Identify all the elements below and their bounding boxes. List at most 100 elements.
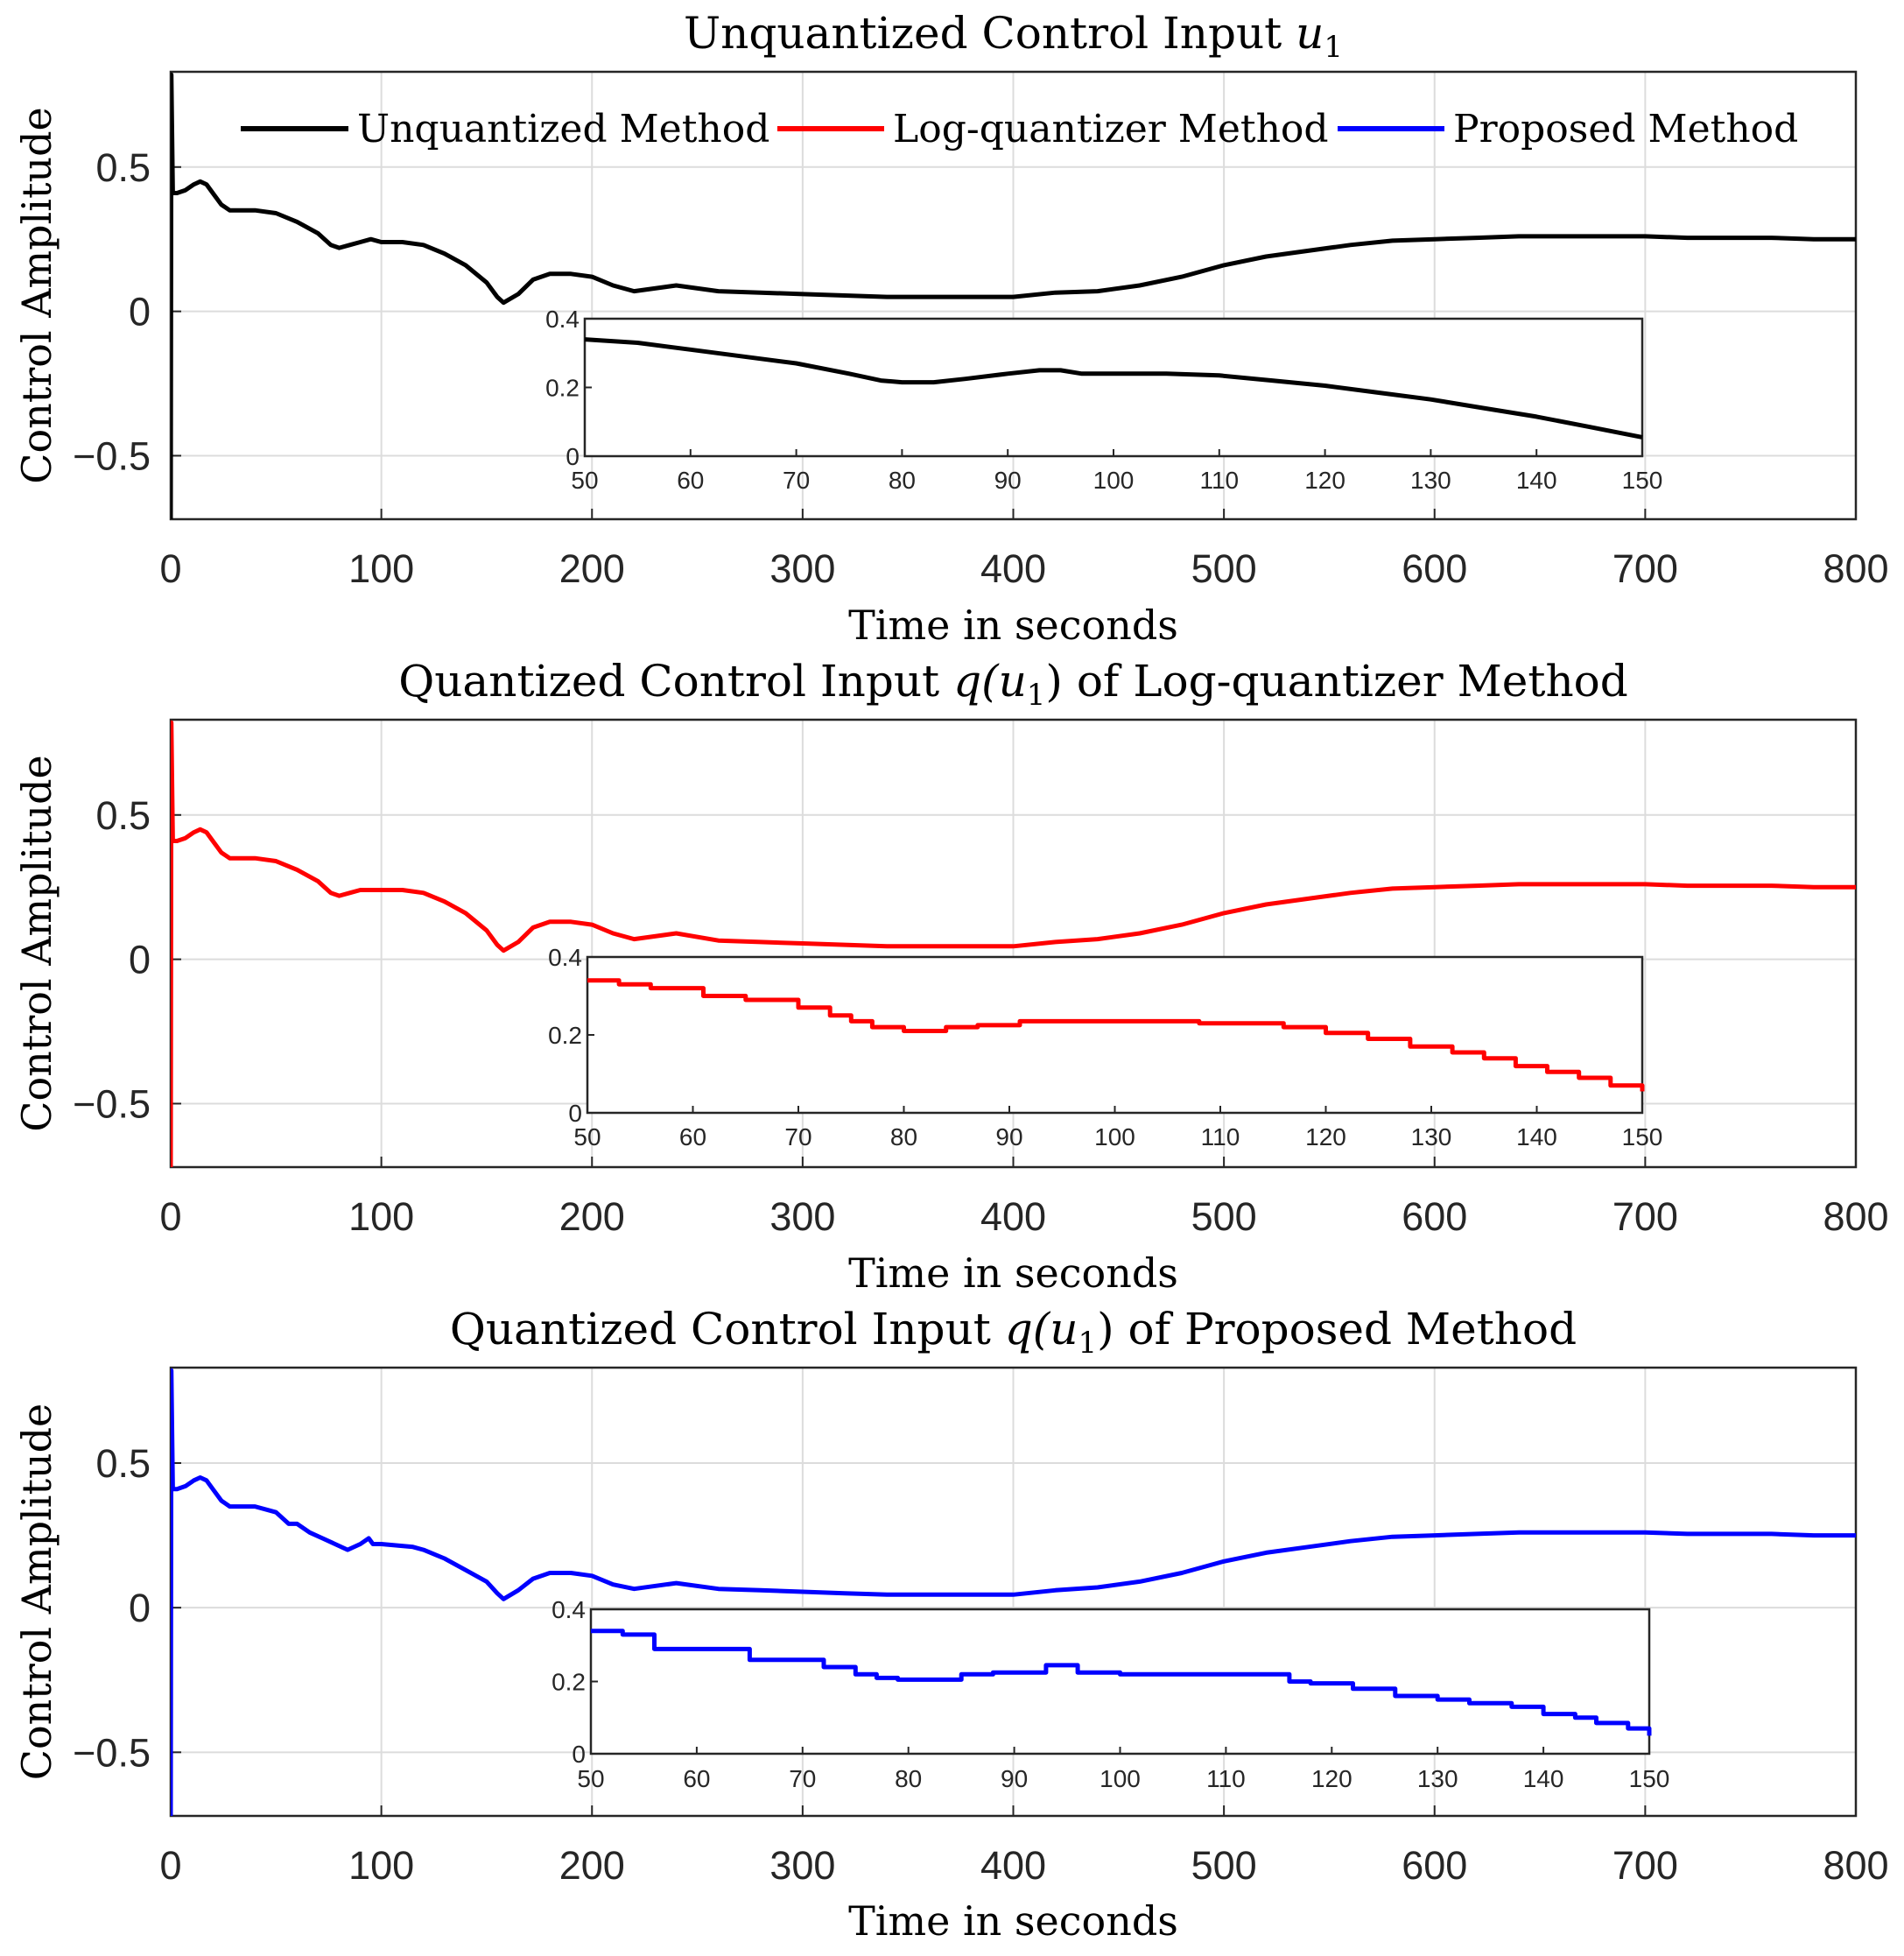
inset-x-tick-label: 110 — [1201, 1123, 1240, 1150]
y-axis-label: Control Amplitude — [13, 755, 60, 1132]
inset-y-tick-label: 0.2 — [548, 1022, 582, 1049]
x-tick-label: 400 — [980, 1843, 1046, 1888]
chart-panel-1: 0 100 200 300 400 500 600 700 8000.50−0.5Unquant… — [13, 8, 1889, 649]
title-text: Quantized Control Input — [398, 656, 953, 707]
inset-y-tick-label: 0.4 — [545, 306, 580, 333]
x-tick-label: 100 — [348, 1194, 414, 1239]
inset-x-tick-label: 50 — [571, 467, 598, 494]
inset-x-tick-label: 90 — [994, 467, 1022, 494]
title-text: Unquantized Control Input — [684, 8, 1296, 59]
x-tick-label: 500 — [1191, 1194, 1257, 1239]
inset-y-tick-label: 0.2 — [552, 1669, 586, 1696]
title-suffix: ) of Proposed Method — [1097, 1304, 1577, 1354]
title-math: q(u — [1005, 1304, 1078, 1354]
y-tick-label: −0.5 — [73, 1081, 151, 1126]
inset-y-tick-label: 0.2 — [545, 375, 580, 402]
x-tick-label: 0 — [159, 1194, 181, 1239]
x-tick-label: 800 — [1823, 546, 1888, 591]
legend: Unquantized Method Log-quantizer Method Pr… — [241, 107, 1798, 151]
x-tick-label: 800 — [1823, 1843, 1888, 1888]
inset-frame — [589, 1608, 1651, 1755]
inset-x-tick-label: 70 — [783, 467, 810, 494]
inset-x-tick-label: 130 — [1410, 467, 1451, 494]
inset-x-tick-label: 80 — [895, 1765, 922, 1792]
y-axis-label: Control Amplitude — [13, 107, 60, 484]
chart-title: Unquantized Control Input u1 — [684, 8, 1343, 65]
inset-x-tick-label: 140 — [1516, 1123, 1557, 1150]
inset-x-tick-label: 110 — [1199, 467, 1239, 494]
inset-x-tick-label: 140 — [1516, 467, 1557, 494]
x-axis-label: Time in seconds — [848, 602, 1178, 649]
y-tick-label: 0 — [129, 1586, 151, 1630]
inset-x-tick-label: 70 — [784, 1123, 811, 1150]
x-tick-label: 0 — [159, 1843, 181, 1888]
inset-y-tick-label: 0 — [572, 1741, 586, 1768]
y-tick-label: −0.5 — [73, 433, 151, 478]
inset-x-tick-label: 100 — [1093, 467, 1135, 494]
x-tick-label: 400 — [980, 546, 1046, 591]
x-tick-label: 0 — [159, 546, 181, 591]
x-axis-label: Time in seconds — [848, 1249, 1178, 1297]
y-tick-label: 0 — [129, 290, 151, 334]
inset-x-tick-label: 120 — [1311, 1765, 1352, 1792]
series-line-unquantized-method — [171, 72, 1856, 519]
chart-panel-3: 0 100 200 300 400 500 600 700 8000.50−0.5Quantiz… — [13, 1304, 1889, 1945]
inset-x-tick-label: 120 — [1304, 467, 1345, 494]
inset-series-line — [591, 1629, 1652, 1736]
chart-title: Quantized Control Input q(u1) of Log-qua… — [398, 656, 1628, 713]
inset-y-tick-label: 0 — [568, 1100, 582, 1127]
inset-zoom: 50 60 70 80 90 100 110 120 130 140 150 0.4 0.2 0 — [545, 306, 1662, 494]
inset-series-line — [584, 337, 1643, 440]
legend-entry-label: Unquantized Method — [357, 107, 769, 151]
x-tick-label: 700 — [1612, 546, 1678, 591]
x-tick-label: 400 — [980, 1194, 1046, 1239]
title-text: Quantized Control Input — [450, 1304, 1005, 1354]
title-subscript: 1 — [1078, 1326, 1097, 1361]
inset-x-tick-label: 90 — [995, 1123, 1022, 1150]
x-tick-label: 800 — [1823, 1194, 1888, 1239]
inset-frame — [583, 317, 1644, 458]
inset-x-tick-label: 80 — [889, 467, 916, 494]
inset-y-tick-label: 0.4 — [552, 1596, 586, 1623]
x-tick-label: 300 — [769, 1194, 835, 1239]
x-tick-label: 700 — [1612, 1843, 1678, 1888]
inset-x-tick-label: 60 — [677, 467, 704, 494]
inset-y-tick-label: 0 — [566, 443, 580, 470]
series-line-proposed-method — [171, 1368, 1856, 1816]
inset-x-tick-label: 150 — [1622, 1123, 1663, 1150]
inset-x-tick-label: 130 — [1417, 1765, 1458, 1792]
inset-zoom: 50 60 70 80 90 100 110 120 130 140 150 0.4 0.2 0 — [552, 1596, 1669, 1792]
x-tick-label: 100 — [348, 1843, 414, 1888]
x-tick-label: 600 — [1402, 1843, 1467, 1888]
x-tick-label: 600 — [1402, 1194, 1467, 1239]
chart-title: Quantized Control Input q(u1) of Propose… — [450, 1304, 1577, 1361]
title-suffix: ) of Log-quantizer Method — [1045, 656, 1627, 707]
x-tick-label: 200 — [559, 546, 625, 591]
inset-x-tick-label: 60 — [683, 1765, 710, 1792]
inset-x-tick-label: 150 — [1629, 1765, 1670, 1792]
x-tick-label: 100 — [348, 546, 414, 591]
title-math: u — [1296, 8, 1324, 59]
inset-y-tick-label: 0.4 — [548, 944, 582, 971]
x-tick-label: 700 — [1612, 1194, 1678, 1239]
inset-x-tick-label: 110 — [1206, 1765, 1246, 1792]
inset-zoom: 50 60 70 80 90 100 110 120 130 140 150 0.4 0.2 0 — [548, 944, 1662, 1150]
inset-x-tick-label: 50 — [573, 1123, 601, 1150]
inset-x-tick-label: 130 — [1411, 1123, 1452, 1150]
inset-x-tick-label: 90 — [1001, 1765, 1028, 1792]
title-math: q(u — [953, 656, 1027, 707]
y-axis-label: Control Amplitude — [13, 1404, 60, 1781]
x-tick-label: 200 — [559, 1843, 625, 1888]
y-tick-label: 0.5 — [95, 793, 151, 838]
y-tick-label: 0.5 — [95, 145, 151, 190]
title-subscript: 1 — [1027, 678, 1046, 713]
title-subscript: 1 — [1324, 30, 1343, 65]
y-tick-label: 0 — [129, 938, 151, 982]
inset-x-tick-label: 80 — [890, 1123, 917, 1150]
x-tick-label: 500 — [1191, 546, 1257, 591]
y-tick-label: −0.5 — [73, 1730, 151, 1775]
inset-series-line — [587, 978, 1645, 1092]
series-line-log-quantizer-method — [171, 720, 1856, 1167]
inset-x-tick-label: 50 — [577, 1765, 604, 1792]
